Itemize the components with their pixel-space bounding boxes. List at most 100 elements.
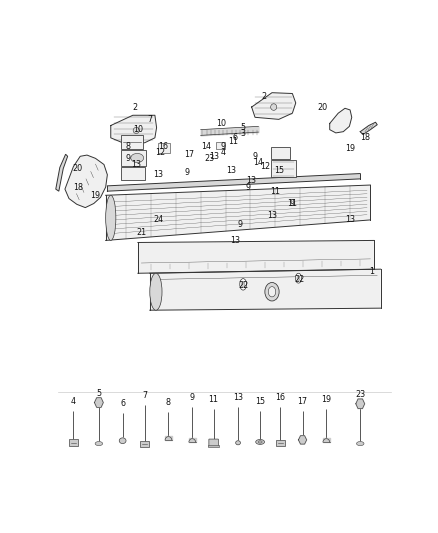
Text: 3: 3: [240, 129, 246, 138]
Ellipse shape: [236, 441, 240, 445]
Text: 4: 4: [71, 397, 76, 406]
Text: 6: 6: [232, 133, 237, 142]
Text: 1: 1: [370, 266, 374, 276]
Text: 11: 11: [208, 395, 219, 404]
Ellipse shape: [297, 276, 300, 281]
Ellipse shape: [133, 127, 139, 134]
Text: 8: 8: [166, 398, 171, 407]
Ellipse shape: [240, 279, 247, 290]
Bar: [140, 441, 149, 447]
Polygon shape: [65, 155, 107, 207]
Text: 7: 7: [147, 115, 152, 124]
Ellipse shape: [268, 287, 276, 297]
Ellipse shape: [256, 440, 265, 445]
Text: 13: 13: [247, 176, 257, 185]
Text: 2: 2: [261, 92, 266, 101]
Bar: [276, 440, 285, 447]
Text: 4: 4: [220, 148, 225, 157]
FancyBboxPatch shape: [121, 135, 143, 149]
Text: 22: 22: [294, 275, 304, 284]
Text: 23: 23: [355, 390, 365, 399]
Polygon shape: [138, 240, 374, 273]
Text: 13: 13: [345, 215, 355, 224]
Text: 9: 9: [290, 199, 295, 208]
Text: 19: 19: [345, 143, 355, 152]
Text: 12: 12: [155, 148, 165, 157]
Ellipse shape: [295, 273, 301, 283]
Text: 22: 22: [238, 281, 248, 290]
Polygon shape: [107, 174, 360, 191]
Polygon shape: [95, 398, 103, 407]
FancyBboxPatch shape: [271, 160, 296, 177]
Ellipse shape: [241, 281, 245, 287]
Text: 9: 9: [190, 393, 195, 402]
Text: 21: 21: [136, 228, 146, 237]
Text: 2: 2: [132, 102, 137, 111]
Text: 8: 8: [125, 142, 130, 150]
Text: 15: 15: [255, 397, 265, 406]
Polygon shape: [330, 108, 352, 133]
Polygon shape: [150, 269, 381, 310]
Text: 24: 24: [153, 215, 163, 224]
Ellipse shape: [119, 438, 126, 443]
Text: 17: 17: [184, 150, 194, 159]
FancyBboxPatch shape: [216, 142, 226, 149]
Text: 10: 10: [216, 119, 226, 128]
FancyBboxPatch shape: [121, 150, 146, 166]
Text: 11: 11: [287, 199, 297, 208]
Text: 14: 14: [254, 158, 263, 167]
Text: 16: 16: [276, 393, 286, 402]
Polygon shape: [111, 115, 156, 143]
Text: 9: 9: [220, 142, 225, 150]
Ellipse shape: [258, 441, 262, 443]
Text: 11: 11: [270, 187, 280, 196]
Bar: [208, 445, 219, 447]
Ellipse shape: [150, 273, 162, 310]
Text: 13: 13: [230, 236, 240, 245]
Ellipse shape: [265, 282, 279, 301]
Text: 18: 18: [74, 183, 84, 191]
Text: 18: 18: [360, 133, 371, 142]
Text: 20: 20: [73, 164, 83, 173]
Ellipse shape: [271, 104, 277, 110]
FancyBboxPatch shape: [209, 439, 219, 447]
Text: 13: 13: [131, 160, 141, 169]
Text: 9: 9: [252, 152, 258, 161]
Text: 9: 9: [246, 183, 251, 191]
Polygon shape: [360, 122, 377, 134]
FancyBboxPatch shape: [158, 143, 170, 153]
Text: 6: 6: [120, 399, 125, 408]
Text: 19: 19: [90, 191, 101, 200]
Ellipse shape: [95, 441, 102, 446]
Polygon shape: [356, 399, 365, 409]
Text: 13: 13: [267, 211, 277, 220]
Text: 13: 13: [226, 166, 236, 175]
Text: 13: 13: [153, 170, 163, 179]
Ellipse shape: [131, 154, 144, 163]
Polygon shape: [56, 154, 67, 191]
FancyBboxPatch shape: [271, 147, 290, 159]
Text: 23: 23: [204, 154, 214, 163]
Text: 5: 5: [240, 123, 246, 132]
Text: 16: 16: [159, 142, 168, 150]
Text: 7: 7: [142, 392, 147, 400]
Bar: [69, 440, 78, 446]
Polygon shape: [298, 435, 307, 444]
Polygon shape: [251, 93, 296, 119]
Ellipse shape: [357, 441, 364, 446]
Text: 9: 9: [184, 168, 190, 177]
Text: 19: 19: [321, 395, 332, 404]
Text: 12: 12: [260, 162, 270, 171]
Text: 13: 13: [233, 393, 243, 402]
FancyBboxPatch shape: [121, 167, 145, 180]
Text: 20: 20: [318, 102, 328, 111]
Text: 14: 14: [201, 142, 211, 150]
Text: 9: 9: [237, 220, 242, 229]
Ellipse shape: [106, 195, 116, 240]
Text: 17: 17: [297, 397, 307, 406]
Text: 5: 5: [96, 389, 102, 398]
Text: 13: 13: [209, 152, 219, 161]
Text: 10: 10: [133, 125, 143, 134]
Text: 11: 11: [228, 138, 238, 147]
Text: 15: 15: [274, 166, 284, 175]
